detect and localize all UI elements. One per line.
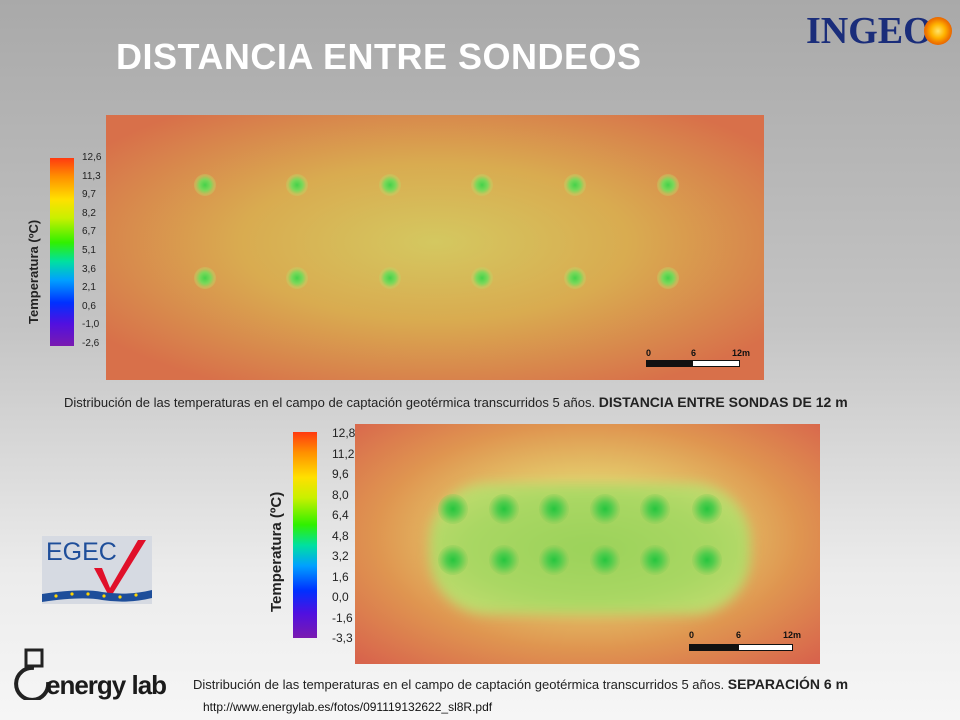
borehole-probe — [590, 494, 620, 524]
borehole-probe — [379, 267, 401, 289]
legend-tick-label: -1,6 — [332, 610, 353, 625]
borehole-probe — [692, 545, 722, 575]
caption-1: Distribución de las temperaturas en el c… — [64, 394, 848, 410]
legend-tick-label: 11,3 — [82, 170, 101, 182]
caption-2: Distribución de las temperaturas en el c… — [193, 676, 848, 692]
scale-segment — [646, 361, 693, 366]
ingeo-logo: INGEO — [806, 10, 956, 52]
egec-check-icon — [42, 540, 152, 602]
sun-icon — [924, 17, 952, 45]
legend-tick-label: -1,0 — [82, 319, 100, 331]
borehole-probe — [438, 494, 468, 524]
borehole-probe — [657, 174, 679, 196]
scale-bar-1: 0 6 12m — [646, 348, 750, 372]
legend-tick-label: 3,6 — [82, 263, 96, 275]
scale-label: 6 — [691, 348, 697, 358]
temperature-legend-bar-2 — [293, 432, 317, 638]
borehole-probe — [564, 174, 586, 196]
legend-tick-label: 0,0 — [332, 590, 349, 604]
legend-tick-label: 6,7 — [82, 226, 96, 238]
page-title: DISTANCIA ENTRE SONDEOS — [116, 36, 642, 77]
borehole-probe — [539, 545, 569, 575]
legend-title-2: Temperatura (ºC) — [268, 491, 285, 612]
legend-title-1: Temperatura (ºC) — [26, 219, 41, 324]
legend-tick-label: 0,6 — [82, 300, 96, 312]
legend-tick-label: 8,0 — [332, 487, 349, 502]
borehole-probe — [564, 267, 586, 289]
energylab-mark-icon — [14, 648, 51, 700]
borehole-probe — [471, 174, 493, 196]
temperature-map-12m: 0 6 12m — [106, 115, 764, 380]
temperature-legend-bar-1 — [50, 158, 74, 346]
ingeo-logo-text: INGEO — [806, 10, 933, 52]
scale-bar-2: 0 6 12m — [689, 630, 802, 654]
borehole-probe — [640, 545, 670, 575]
borehole-probe — [489, 494, 519, 524]
borehole-probe — [286, 174, 308, 196]
legend-tick-label: 3,2 — [332, 549, 349, 563]
legend-tick-label: 9,6 — [332, 467, 349, 481]
legend-tick-label: 12,6 — [82, 152, 102, 163]
caption-1-text: Distribución de las temperaturas en el c… — [64, 395, 596, 410]
energylab-logo: energy lab — [12, 648, 192, 720]
temperature-map-6m: 0 6 12m — [355, 424, 820, 664]
legend-tick-label: -2,6 — [82, 338, 100, 349]
legend-tick-label: 5,1 — [82, 245, 96, 256]
borehole-probe — [286, 267, 308, 289]
legend-tick-label: 9,7 — [82, 189, 96, 201]
borehole-probe — [657, 267, 679, 289]
borehole-probe — [194, 267, 216, 289]
legend-tick-label: 12,8 — [332, 426, 356, 440]
scale-segment — [689, 645, 739, 650]
borehole-probe — [640, 494, 670, 524]
legend-tick-label: 8,2 — [82, 207, 96, 219]
scale-label: 12m — [732, 348, 751, 358]
legend-tick-label: 6,4 — [332, 508, 349, 522]
egec-logo: EGEC — [42, 536, 152, 604]
caption-2-bold: SEPARACIÓN 6 m — [727, 676, 849, 692]
energylab-logo-text: energy lab — [46, 670, 167, 700]
scale-label: 0 — [646, 348, 652, 358]
borehole-probe — [539, 494, 569, 524]
scale-label: 6 — [736, 630, 742, 640]
borehole-probe — [590, 545, 620, 575]
borehole-probe — [471, 267, 493, 289]
legend-tick-label: 2,1 — [82, 282, 96, 294]
legend-tick-label: 11,2 — [332, 446, 355, 461]
borehole-probe — [194, 174, 216, 196]
borehole-probe — [489, 545, 519, 575]
borehole-probe — [692, 494, 722, 524]
scale-label: 12m — [783, 630, 802, 640]
legend-tick-label: -3,3 — [332, 631, 353, 645]
legend-tick-label: 4,8 — [332, 528, 349, 543]
borehole-probe — [379, 174, 401, 196]
borehole-probe — [438, 545, 468, 575]
source-url[interactable]: http://www.energylab.es/fotos/0911191326… — [203, 700, 493, 714]
legend-tick-label: 1,6 — [332, 569, 349, 584]
scale-label: 0 — [689, 630, 695, 640]
caption-2-text: Distribución de las temperaturas en el c… — [193, 677, 725, 692]
caption-1-bold: DISTANCIA ENTRE SONDAS DE 12 m — [598, 394, 848, 410]
egec-logo-text: EGEC — [46, 538, 117, 566]
